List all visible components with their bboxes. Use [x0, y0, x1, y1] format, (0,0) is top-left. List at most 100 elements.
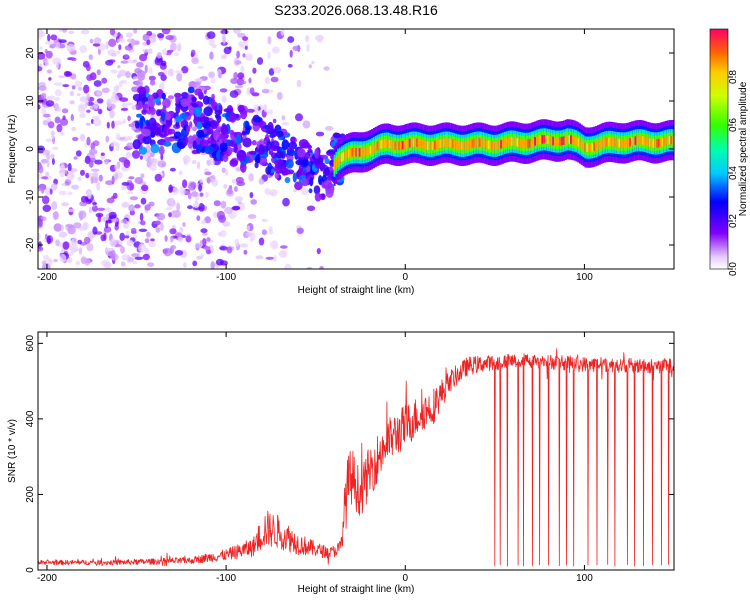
heatmap-cell: [38, 232, 41, 241]
heatmap-cell: [297, 148, 306, 158]
heatmap-cell: [54, 89, 62, 97]
heatmap-cell: [197, 65, 204, 69]
heatmap-cell: [121, 218, 128, 224]
heatmap-cell: [657, 138, 660, 148]
heatmap-cell: [204, 145, 215, 155]
heatmap-cell: [586, 143, 589, 152]
heatmap-cell: [220, 54, 226, 60]
heatmap-cell: [219, 88, 228, 93]
heatmap-cell: [215, 258, 224, 266]
heatmap-cell: [50, 130, 55, 140]
heatmap-cell: [584, 143, 587, 152]
heatmap-cell: [362, 148, 365, 157]
heatmap-cell: [238, 41, 243, 48]
heatmap-cell: [79, 133, 86, 142]
heatmap-cell: [101, 87, 110, 94]
heatmap-cell: [273, 254, 277, 263]
heatmap-cell: [155, 227, 161, 233]
heatmap-cell: [165, 113, 172, 121]
heatmap-cell: [281, 166, 287, 176]
heatmap-cell: [127, 115, 131, 122]
heatmap-cell: [190, 49, 196, 56]
heatmap-cell: [134, 204, 141, 209]
heatmap-cell: [187, 135, 194, 145]
heatmap-cell: [69, 168, 78, 173]
heatmap-cell: [59, 131, 65, 136]
heatmap-cell: [105, 41, 109, 50]
heatmap-cell: [493, 141, 496, 151]
heatmap-cell: [125, 230, 130, 236]
heatmap-cell: [218, 72, 222, 79]
heatmap-cell: [566, 134, 569, 144]
heatmap-cell: [39, 46, 43, 51]
snr-frame: [37, 331, 675, 571]
heatmap-cell: [663, 137, 666, 146]
heatmap-cell: [222, 221, 231, 227]
heatmap-cell: [300, 187, 309, 196]
heatmap-cell: [80, 169, 85, 176]
x-tick-label: -200: [37, 272, 57, 283]
heatmap-cell: [103, 226, 112, 233]
heatmap-cell: [55, 63, 60, 69]
heatmap-cell: [230, 78, 239, 84]
heatmap-cell: [234, 196, 243, 202]
heatmap-cell: [419, 139, 422, 148]
heatmap-cell: [45, 50, 53, 59]
heatmap-cell: [160, 153, 164, 161]
heatmap-cell: [439, 139, 442, 148]
heatmap-cell: [196, 215, 201, 221]
heatmap-cell: [150, 143, 160, 154]
heatmap-cell: [206, 177, 211, 184]
heatmap-cell: [237, 201, 242, 205]
heatmap-cell: [71, 57, 77, 62]
heatmap-cell: [187, 86, 195, 94]
heatmap-cell: [356, 148, 359, 157]
heatmap-cell: [353, 147, 356, 157]
heatmap-cell: [485, 140, 488, 149]
heatmap-cell: [174, 250, 184, 256]
heatmap-cell: [58, 231, 68, 238]
heatmap-cell: [174, 70, 183, 74]
heatmap-cell: [545, 135, 547, 144]
heatmap-cell: [114, 120, 124, 126]
heatmap-cell: [38, 29, 44, 37]
heatmap-cell: [403, 140, 406, 150]
heatmap-cell: [101, 259, 111, 267]
heatmap-cell: [308, 188, 313, 194]
heatmap-cell: [52, 146, 59, 150]
heatmap-cell: [537, 135, 540, 145]
heatmap-cell: [380, 140, 383, 149]
heatmap-cell: [511, 137, 513, 146]
heatmap-cell: [453, 139, 456, 149]
colorbar: 0.0 0.2 0.4 0.6 0.8 Normalized spectral ampl…: [709, 28, 749, 276]
heatmap-cell: [53, 223, 63, 232]
heatmap-cell: [213, 129, 220, 141]
heatmap-cell: [316, 248, 321, 255]
heatmap-cell: [559, 137, 562, 146]
heatmap-cell: [546, 135, 549, 144]
heatmap-cell: [261, 229, 268, 236]
heatmap-cell: [58, 190, 67, 196]
heatmap-cell: [221, 167, 226, 174]
heatmap-cell: [446, 138, 449, 147]
heatmap-cell: [389, 139, 392, 149]
heatmap-cell: [179, 226, 184, 234]
heatmap-cell: [516, 138, 519, 147]
heatmap-cell: [73, 222, 82, 229]
heatmap-cell: [108, 59, 116, 63]
heatmap-cell: [41, 92, 47, 100]
heatmap-cell: [219, 142, 228, 153]
heatmap-cell: [459, 141, 461, 150]
heatmap-cell: [344, 150, 347, 160]
heatmap-x-label: Height of straight line (km): [298, 285, 415, 296]
heatmap-cell: [149, 107, 156, 116]
heatmap-cell: [53, 82, 63, 86]
heatmap-cell: [656, 139, 659, 148]
heatmap-cell: [210, 261, 215, 269]
heatmap-cell: [242, 36, 249, 41]
heatmap-cell: [281, 115, 286, 121]
heatmap-cell: [236, 150, 247, 162]
heatmap-cell: [242, 137, 252, 148]
heatmap-cell: [378, 140, 381, 150]
heatmap-cell: [191, 159, 197, 165]
